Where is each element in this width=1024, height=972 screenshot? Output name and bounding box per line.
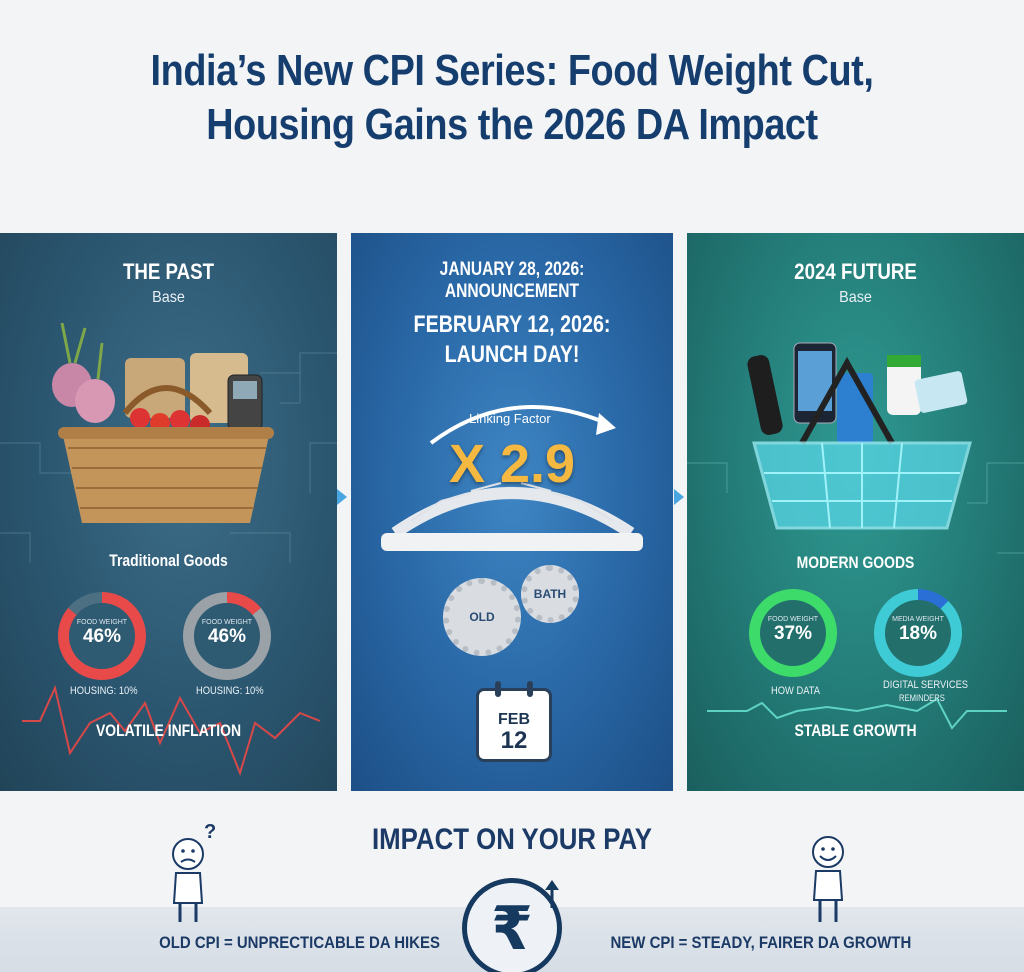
future-title: 2024 FUTURE — [794, 259, 917, 284]
traditional-basket-icon — [52, 323, 274, 523]
calendar-day: 12 — [500, 727, 528, 754]
past-trend-label: VOLATILE INFLATION — [95, 721, 242, 740]
announcement-label: ANNOUNCEMENT — [444, 281, 580, 302]
past-goods-label: Traditional Goods — [109, 551, 228, 570]
circuit-lines — [687, 462, 1024, 730]
old-cpi-statement: OLD CPI = UNPRECTICABLE DA HIKES — [159, 933, 440, 952]
future-note-2: DIGITAL SERVICES — [883, 679, 969, 691]
donut-value: 37% — [773, 623, 813, 644]
past-food-weight-donut-2: FOOD WEIGHT 46% — [183, 592, 271, 680]
future-trend-label: STABLE GROWTH — [794, 721, 917, 740]
announcement-date: JANUARY 28, 2026: — [439, 259, 585, 280]
transition-panel: JANUARY 28, 2026: ANNOUNCEMENT FEBRUARY … — [351, 233, 673, 791]
donut-value: 46% — [207, 626, 247, 647]
happy-person-icon — [812, 836, 844, 922]
linking-bridge-icon — [381, 405, 643, 551]
donut-caption: FOOD WEIGHT — [76, 619, 128, 626]
confused-person-icon: ? — [172, 821, 216, 922]
donut-caption: FOOD WEIGHT — [767, 616, 819, 623]
title-line-1: India’s New CPI Series: Food Weight Cut, — [150, 46, 874, 95]
new-gear-icon: BATH — [521, 565, 579, 623]
circuit-lines — [0, 352, 337, 777]
linking-factor-value: X 2.9 — [448, 434, 576, 494]
impact-title: IMPACT ON YOUR PAY — [371, 823, 653, 856]
volatile-inflation-line — [22, 684, 321, 777]
calendar-icon: FEB 12 — [476, 681, 552, 762]
past-panel: THE PAST Base Traditional Goods FOOD WEI… — [0, 233, 337, 791]
title-line-2: Housing Gains the 2026 DA Impact — [206, 100, 818, 149]
future-subtitle: Base — [839, 289, 872, 306]
gear-old-label: OLD — [469, 610, 495, 624]
future-note-1: HOW DATA — [771, 685, 821, 697]
past-housing-note-1: HOUSING: 10% — [70, 685, 138, 697]
gear-new-label: BATH — [533, 587, 567, 601]
donut-caption: FOOD WEIGHT — [201, 619, 253, 626]
donut-caption: MEDIA WEIGHT — [892, 616, 944, 623]
past-subtitle: Base — [152, 289, 185, 306]
past-title: THE PAST — [122, 259, 215, 284]
arrow-up-icon — [545, 880, 559, 908]
donut-value: 18% — [898, 623, 938, 644]
connector-arrow-right — [674, 489, 684, 505]
donut-value: 46% — [82, 626, 122, 647]
connector-arrow-left — [337, 489, 347, 505]
future-goods-label: MODERN GOODS — [796, 553, 915, 572]
stable-growth-line — [707, 697, 1007, 730]
old-gear-icon: OLD — [443, 578, 521, 656]
future-panel: 2024 FUTURE Base MODERN GOODS FOOD WEIGH… — [687, 233, 1024, 791]
new-cpi-statement: NEW CPI = STEADY, FAIRER DA GROWTH — [610, 933, 912, 952]
rupee-icon: ₹ — [462, 878, 562, 972]
linking-factor-label: Linking Factor — [469, 411, 551, 426]
future-media-weight-donut: MEDIA WEIGHT 18% — [874, 589, 962, 677]
future-note-3: REMINDERS — [899, 693, 945, 703]
past-food-weight-donut-1: FOOD WEIGHT 46% — [58, 592, 146, 680]
launch-label: LAUNCH DAY! — [444, 341, 580, 368]
page-title: India’s New CPI Series: Food Weight Cut,… — [72, 44, 953, 152]
past-housing-note-2: HOUSING: 10% — [196, 685, 264, 697]
calendar-month: FEB — [498, 711, 530, 728]
modern-basket-icon — [747, 342, 972, 530]
future-food-weight-donut: FOOD WEIGHT 37% — [749, 589, 837, 677]
svg-text:?: ? — [204, 821, 216, 843]
rupee-symbol: ₹ — [491, 895, 533, 962]
launch-date: FEBRUARY 12, 2026: — [413, 311, 611, 338]
